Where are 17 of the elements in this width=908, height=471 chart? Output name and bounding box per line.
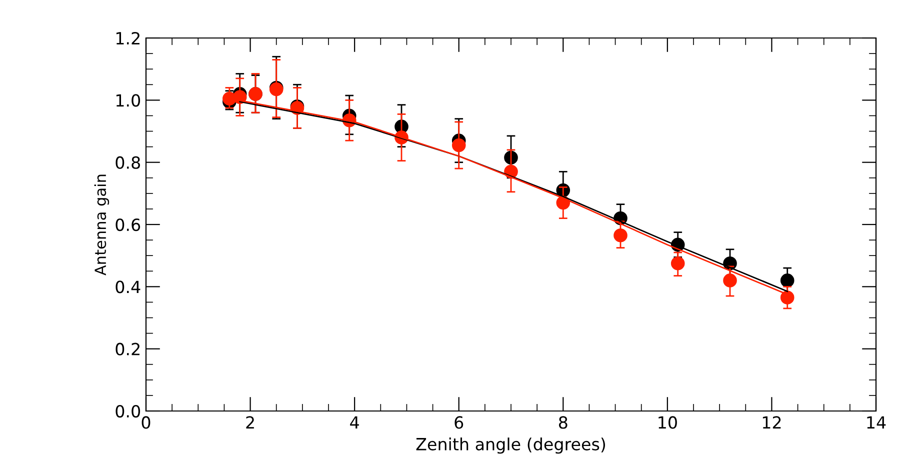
- y-tick-label: 0.8: [116, 156, 140, 169]
- y-tick-label: 0.6: [116, 218, 140, 232]
- y-tick-label: 0.0: [116, 404, 140, 418]
- y-tick-label: 0.2: [116, 342, 140, 356]
- y-axis-title: Antenna gain: [94, 174, 110, 276]
- x-tick-label: 8: [558, 416, 568, 429]
- x-tick-label: 6: [454, 416, 464, 429]
- y-tick-label: 1.2: [116, 32, 140, 44]
- x-tick-label: 4: [350, 416, 359, 429]
- y-tick-label: 1.0: [116, 94, 140, 107]
- x-tick-label: 12: [762, 416, 781, 429]
- y-tick-label: 0.4: [116, 280, 140, 294]
- x-tick-label: 0: [142, 416, 150, 429]
- x-tick-label: 10: [658, 416, 677, 429]
- x-tick-label: 14: [867, 416, 886, 429]
- x-tick-label: 2: [246, 416, 254, 429]
- x-axis-title: Zenith angle (degrees): [416, 438, 606, 454]
